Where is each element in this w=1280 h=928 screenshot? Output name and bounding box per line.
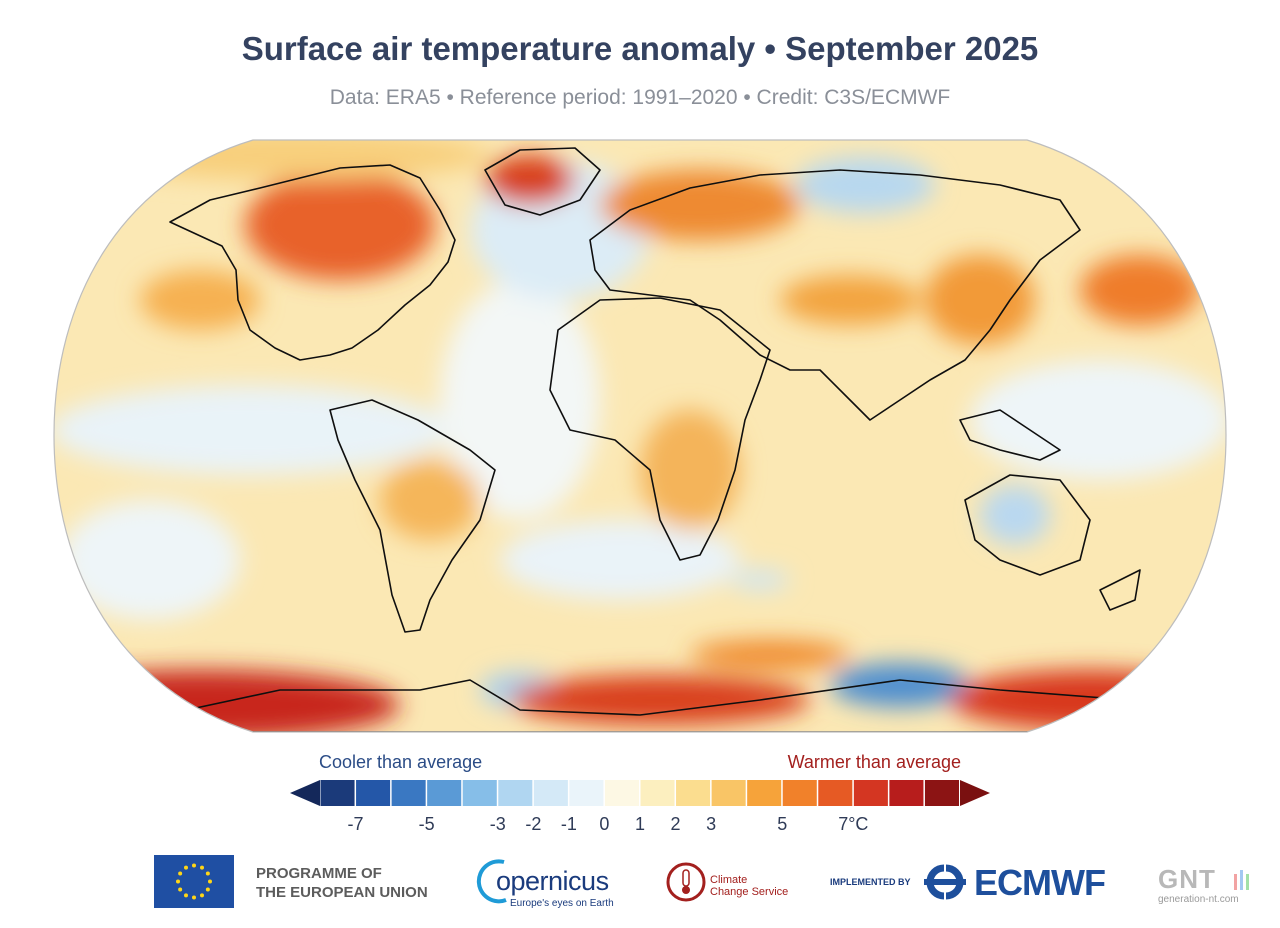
footer-logos: PROGRAMME OF THE EUROPEAN UNION opernicu… bbox=[0, 850, 1280, 920]
colorbar-swatch bbox=[604, 780, 639, 806]
colorbar-cold-arrow bbox=[290, 780, 320, 806]
colorbar-tick-label: -2 bbox=[525, 814, 542, 834]
map-subtitle: Data: ERA5 • Reference period: 1991–2020… bbox=[329, 86, 951, 109]
colorbar-swatch bbox=[391, 780, 426, 806]
gnt-wordmark: GNT bbox=[1158, 864, 1216, 894]
colorbar-swatch bbox=[427, 780, 462, 806]
colorbar-tick-label: 1 bbox=[634, 814, 646, 834]
colorbar-swatch bbox=[533, 780, 568, 806]
cooler-than-average-label: Cooler than average bbox=[319, 752, 483, 772]
c3s-line-1: Climate bbox=[710, 874, 748, 886]
copernicus-logo: opernicus Europe's eyes on Earth bbox=[474, 852, 644, 912]
anomaly-map bbox=[53, 139, 1227, 806]
copernicus-tagline: Europe's eyes on Earth bbox=[510, 898, 614, 909]
map-title: Surface air temperature anomaly • Septem… bbox=[241, 30, 1039, 67]
colorbar-tick-label: 3 bbox=[706, 814, 717, 834]
colorbar-swatch bbox=[889, 780, 924, 806]
gnt-bars-icon bbox=[1234, 870, 1249, 890]
colorbar-swatch bbox=[676, 780, 711, 806]
eu-line-1: PROGRAMME OF bbox=[256, 865, 382, 882]
colorbar-tick-label: 0 bbox=[599, 814, 610, 834]
colorbar-swatch bbox=[818, 780, 853, 806]
eu-line-2: THE EUROPEAN UNION bbox=[256, 884, 428, 901]
colorbar-swatch bbox=[320, 780, 355, 806]
colorbar-swatch bbox=[853, 780, 888, 806]
c3s-text: Climate Change Service bbox=[710, 874, 788, 898]
anomaly-field bbox=[54, 140, 1226, 732]
globe-outline bbox=[53, 139, 1227, 733]
colorbar-tick-label: -7 bbox=[347, 814, 364, 834]
colorbar-tick-label: 2 bbox=[670, 814, 681, 834]
colorbar-warm-arrow bbox=[960, 780, 990, 806]
c3s-line-2: Change Service bbox=[710, 886, 789, 898]
colorbar-swatch bbox=[462, 780, 497, 806]
copernicus-arc-icon bbox=[476, 859, 507, 904]
colorbar-swatch bbox=[747, 780, 782, 806]
colorbar-tick-label: -1 bbox=[560, 814, 577, 834]
gnt-watermark: GNT generation-nt.com bbox=[1156, 864, 1266, 908]
colorbar-swatch bbox=[711, 780, 746, 806]
colorbar-swatch bbox=[498, 780, 533, 806]
colorbar-tick-label: -5 bbox=[418, 814, 435, 834]
colorbar-tick-label: 7°C bbox=[838, 814, 869, 834]
ecmwf-wordmark: ECMWF bbox=[974, 862, 1106, 903]
copernicus-wordmark: opernicus bbox=[496, 866, 609, 896]
colorbar-swatch bbox=[356, 780, 391, 806]
colorbar-swatch bbox=[924, 780, 959, 806]
gnt-url: generation-nt.com bbox=[1158, 894, 1239, 905]
colorbar-tick-label: -3 bbox=[489, 814, 506, 834]
coastlines bbox=[129, 147, 1161, 732]
thermometer-icon bbox=[666, 862, 706, 902]
eu-flag-icon bbox=[154, 855, 234, 908]
c3s-logo: Climate Change Service bbox=[666, 854, 806, 910]
colorbar-tick-label: 5 bbox=[777, 814, 788, 834]
implemented-by-label: IMPLEMENTED BY bbox=[830, 877, 911, 887]
colorbar-swatch bbox=[640, 780, 675, 806]
warmer-than-average-label: Warmer than average bbox=[787, 752, 961, 772]
colorbar-swatch bbox=[569, 780, 604, 806]
colorbar bbox=[290, 780, 990, 806]
ecmwf-logo: ECMWF bbox=[918, 860, 1138, 904]
colorbar-swatch bbox=[782, 780, 817, 806]
ecmwf-emblem-icon bbox=[924, 864, 966, 900]
eu-programme-text: PROGRAMME OF THE EUROPEAN UNION bbox=[256, 864, 428, 902]
